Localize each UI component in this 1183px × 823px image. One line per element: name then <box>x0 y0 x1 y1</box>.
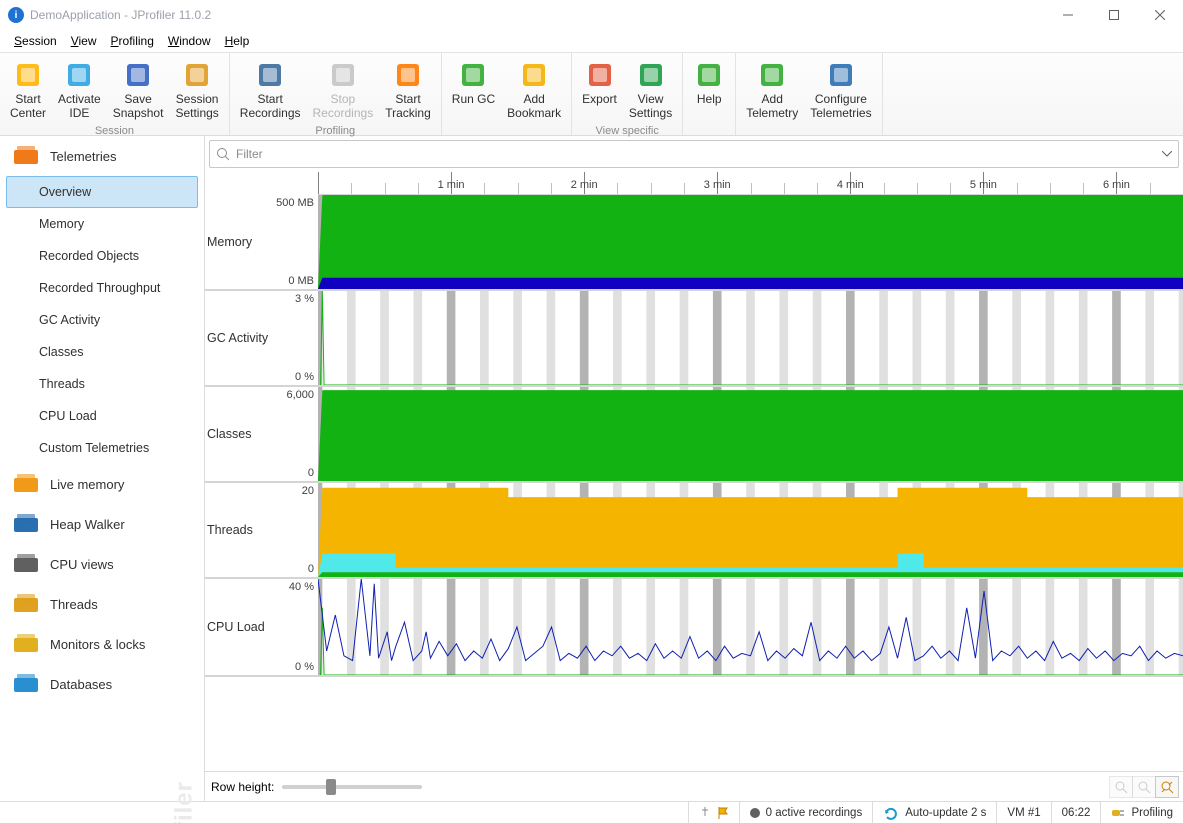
refresh-icon <box>883 806 899 820</box>
menu-help[interactable]: Help <box>219 32 256 50</box>
status-time: 06:22 <box>1051 802 1101 823</box>
row-height-bar: Row height: <box>205 771 1183 801</box>
nav-threads[interactable]: Threads <box>6 368 198 400</box>
row-height-label: Row height: <box>211 780 274 794</box>
toolbar-start-tracking[interactable]: StartTracking <box>379 55 437 123</box>
toolbar-run-gc[interactable]: Run GC <box>446 55 501 131</box>
chart-classes[interactable]: 6,000Classes0 <box>205 387 1183 483</box>
section-heap-walker[interactable]: Heap Walker <box>0 504 204 544</box>
status-auto-update[interactable]: Auto-update 2 s <box>872 802 996 823</box>
nav-memory[interactable]: Memory <box>6 208 198 240</box>
toolbar-start-recordings[interactable]: StartRecordings <box>234 55 307 123</box>
main-pane: Filter 1 min2 min3 min4 min5 min6 min500… <box>205 136 1183 801</box>
nav-classes[interactable]: Classes <box>6 336 198 368</box>
zoom-in-button[interactable] <box>1132 776 1156 798</box>
window-title: DemoApplication - JProfiler 11.0.2 <box>30 8 211 22</box>
menubar: SessionViewProfilingWindowHelp <box>0 30 1183 52</box>
chart-threads[interactable]: 20Threads0 <box>205 483 1183 579</box>
menu-profiling[interactable]: Profiling <box>105 32 160 50</box>
maximize-button[interactable] <box>1091 0 1137 30</box>
row-height-slider[interactable] <box>282 785 422 789</box>
toolbar-add-bookmark[interactable]: AddBookmark <box>501 55 567 131</box>
titlebar: i DemoApplication - JProfiler 11.0.2 <box>0 0 1183 30</box>
section-threads[interactable]: Threads <box>0 584 204 624</box>
chart-cpu-load[interactable]: 40 %CPU Load0 % <box>205 579 1183 677</box>
chevron-down-icon[interactable] <box>1162 151 1172 157</box>
menu-session[interactable]: Session <box>8 32 63 50</box>
status-bookmark[interactable] <box>688 802 739 823</box>
menu-view[interactable]: View <box>65 32 103 50</box>
toolbar-stop-recordings: StopRecordings <box>307 55 380 123</box>
nav-gc-activity[interactable]: GC Activity <box>6 304 198 336</box>
menu-window[interactable]: Window <box>162 32 217 50</box>
filter-input[interactable]: Filter <box>209 140 1179 168</box>
chart-label: GC Activity <box>205 331 305 345</box>
timeline-ruler: 1 min2 min3 min4 min5 min6 min <box>205 172 1183 195</box>
nav-overview[interactable]: Overview <box>6 176 198 208</box>
telemetry-charts: 1 min2 min3 min4 min5 min6 min500 MBMemo… <box>205 172 1183 771</box>
section-monitors-locks[interactable]: Monitors & locks <box>0 624 204 664</box>
status-vm: VM #1 <box>996 802 1050 823</box>
chart-gc-activity[interactable]: 3 %GC Activity0 % <box>205 291 1183 387</box>
toolbar-export[interactable]: Export <box>576 55 623 123</box>
status-recordings[interactable]: 0 active recordings <box>739 802 873 823</box>
sidebar: TelemetriesOverviewMemoryRecorded Object… <box>0 136 205 801</box>
chart-label: CPU Load <box>205 620 305 634</box>
record-icon <box>750 808 760 818</box>
flag-icon <box>717 806 729 820</box>
nav-recorded-throughput[interactable]: Recorded Throughput <box>6 272 198 304</box>
section-live-memory[interactable]: Live memory <box>0 464 204 504</box>
close-button[interactable] <box>1137 0 1183 30</box>
toolbar-activate-ide[interactable]: ActivateIDE <box>52 55 107 123</box>
nav-cpu-load[interactable]: CPU Load <box>6 400 198 432</box>
chart-label: Threads <box>205 523 305 537</box>
toolbar-session-settings[interactable]: SessionSettings <box>169 55 224 123</box>
pin-icon <box>699 806 711 820</box>
section-cpu-views[interactable]: CPU views <box>0 544 204 584</box>
chart-label: Memory <box>205 235 305 249</box>
toolbar: StartCenterActivateIDESaveSnapshotSessio… <box>0 52 1183 136</box>
toolbar-help[interactable]: Help <box>687 55 731 131</box>
watermark: JProfiler <box>170 781 198 823</box>
zoom-out-button[interactable] <box>1109 776 1133 798</box>
chart-memory[interactable]: 500 MBMemory0 MB <box>205 195 1183 291</box>
section-databases[interactable]: Databases <box>0 664 204 704</box>
nav-custom-telemetries[interactable]: Custom Telemetries <box>6 432 198 464</box>
toolbar-configure-telemetries[interactable]: ConfigureTelemetries <box>804 55 877 131</box>
status-mode: Profiling <box>1100 802 1183 823</box>
toolbar-view-settings[interactable]: ViewSettings <box>623 55 678 123</box>
app-icon: i <box>8 7 24 23</box>
toolbar-start-center[interactable]: StartCenter <box>4 55 52 123</box>
toolbar-add-telemetry[interactable]: AddTelemetry <box>740 55 804 131</box>
nav-recorded-objects[interactable]: Recorded Objects <box>6 240 198 272</box>
section-telemetries[interactable]: Telemetries <box>0 136 204 176</box>
toolbar-save-snapshot[interactable]: SaveSnapshot <box>107 55 170 123</box>
chart-label: Classes <box>205 427 305 441</box>
minimize-button[interactable] <box>1045 0 1091 30</box>
plug-icon <box>1111 807 1125 819</box>
filter-placeholder: Filter <box>236 147 263 161</box>
zoom-fit-button[interactable] <box>1155 776 1179 798</box>
search-icon <box>216 147 230 161</box>
